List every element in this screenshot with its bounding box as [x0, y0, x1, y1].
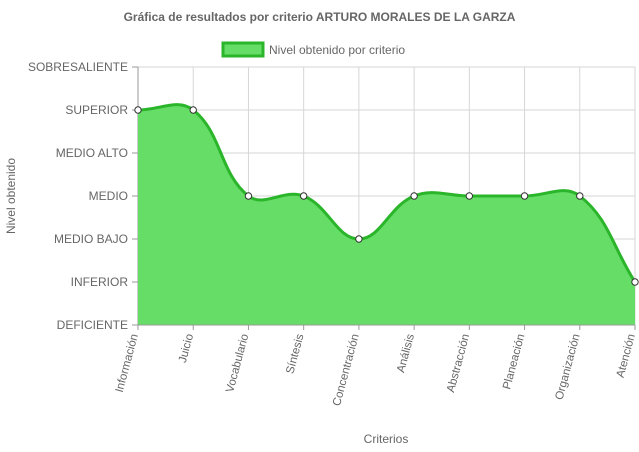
y-tick-label: MEDIO	[89, 189, 128, 203]
y-tick-label: INFERIOR	[71, 275, 129, 289]
data-point[interactable]	[410, 192, 418, 200]
data-point[interactable]	[465, 192, 474, 200]
chart-title: Gráfica de resultados por criterio ARTUR…	[124, 10, 516, 24]
legend-label: Nivel obtenido por criterio	[269, 43, 405, 57]
data-point[interactable]	[520, 192, 529, 200]
y-tick-label: SOBRESALIENTE	[28, 60, 128, 74]
series-area-fill	[138, 104, 635, 326]
y-axis: DEFICIENTE INFERIOR MEDIO BAJO MEDIO MEDIO A…	[28, 60, 138, 332]
data-points[interactable]	[134, 106, 639, 286]
y-tick-label: MEDIO ALTO	[56, 146, 128, 160]
data-point[interactable]	[576, 192, 584, 200]
y-axis-title: Nivel obtenido	[4, 158, 18, 234]
data-point[interactable]	[189, 106, 197, 114]
series-line	[137, 103, 637, 283]
x-tick-label: Atención	[615, 333, 638, 379]
x-axis: Información Juicio Vocabulario Síntesis Conc…	[114, 324, 638, 408]
x-tick-label: Síntesis	[284, 332, 306, 375]
y-tick-label: SUPERIOR	[65, 103, 128, 117]
y-tick-label: MEDIO BAJO	[54, 232, 128, 246]
x-tick-label: Análisis	[395, 332, 417, 374]
x-tick-label: Concentración	[331, 333, 362, 408]
legend-swatch	[221, 41, 265, 58]
x-tick-label: Planeación	[501, 333, 527, 391]
x-tick-label: Juicio	[177, 333, 196, 365]
plot-area	[137, 103, 637, 326]
x-axis-title: Criterios	[364, 432, 409, 446]
x-tick-label: Abstracción	[445, 333, 472, 394]
legend[interactable]: Nivel obtenido por criterio	[221, 41, 405, 58]
data-point[interactable]	[355, 235, 363, 243]
data-point[interactable]	[244, 192, 253, 200]
data-point[interactable]	[299, 192, 308, 200]
data-point[interactable]	[134, 106, 142, 114]
data-point[interactable]	[631, 278, 639, 286]
y-tick-label: DEFICIENTE	[57, 318, 128, 332]
x-tick-label: Vocabulario	[224, 333, 251, 394]
x-tick-label: Organización	[554, 333, 583, 402]
x-tick-label: Información	[114, 333, 141, 394]
